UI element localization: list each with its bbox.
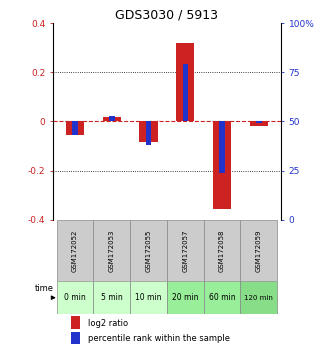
Bar bbox=[240, 220, 277, 281]
Bar bbox=[167, 281, 204, 314]
Text: GSM172059: GSM172059 bbox=[256, 229, 262, 272]
Bar bbox=[176, 43, 195, 121]
Title: GDS3030 / 5913: GDS3030 / 5913 bbox=[116, 9, 218, 22]
Bar bbox=[250, 121, 268, 126]
Bar bbox=[167, 220, 204, 281]
Bar bbox=[204, 281, 240, 314]
Bar bbox=[139, 121, 158, 142]
Text: GSM172053: GSM172053 bbox=[109, 229, 115, 272]
Bar bbox=[71, 332, 80, 344]
Bar bbox=[256, 121, 262, 124]
Bar bbox=[56, 220, 93, 281]
Text: 10 min: 10 min bbox=[135, 293, 162, 302]
Text: log2 ratio: log2 ratio bbox=[88, 319, 128, 328]
Bar bbox=[93, 281, 130, 314]
Text: GSM172058: GSM172058 bbox=[219, 229, 225, 272]
Bar bbox=[130, 281, 167, 314]
Bar bbox=[103, 117, 121, 121]
Bar bbox=[219, 121, 225, 173]
Bar bbox=[146, 121, 151, 145]
Text: 60 min: 60 min bbox=[209, 293, 235, 302]
Text: percentile rank within the sample: percentile rank within the sample bbox=[88, 334, 230, 343]
Bar bbox=[130, 220, 167, 281]
Bar bbox=[71, 316, 80, 329]
Text: 120 min: 120 min bbox=[244, 295, 273, 301]
Text: 20 min: 20 min bbox=[172, 293, 199, 302]
Bar bbox=[66, 121, 84, 135]
Bar bbox=[204, 220, 240, 281]
Bar bbox=[93, 220, 130, 281]
Text: GSM172055: GSM172055 bbox=[145, 229, 152, 272]
Text: time: time bbox=[35, 284, 54, 293]
Bar bbox=[183, 64, 188, 121]
Text: 5 min: 5 min bbox=[101, 293, 123, 302]
Bar bbox=[56, 281, 93, 314]
Text: GSM172057: GSM172057 bbox=[182, 229, 188, 272]
Text: 0 min: 0 min bbox=[64, 293, 86, 302]
Text: GSM172052: GSM172052 bbox=[72, 229, 78, 272]
Bar bbox=[213, 121, 231, 209]
Bar bbox=[109, 116, 115, 121]
Bar bbox=[72, 121, 78, 135]
Bar bbox=[240, 281, 277, 314]
